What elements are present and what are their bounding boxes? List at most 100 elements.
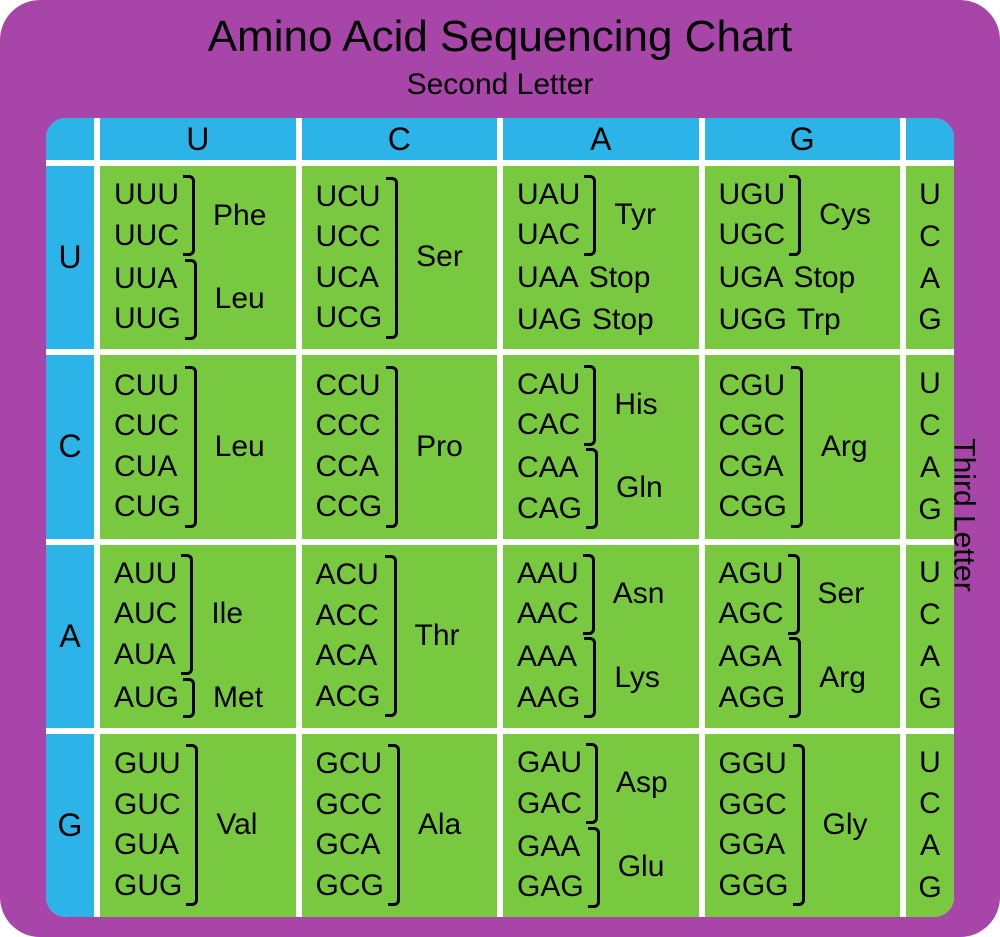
codon-group: AGUAGCSer (719, 554, 895, 635)
col-header-A: A (503, 118, 699, 160)
row-header-U: U (46, 166, 94, 349)
amino-acid: Met (213, 678, 263, 719)
bracket-icon (789, 637, 801, 718)
header-corner-right (906, 118, 954, 160)
third-letter-col: UCAG (906, 355, 954, 538)
third-letter: U (919, 556, 941, 590)
codon: CUC (114, 406, 181, 447)
amino-acid: Asp (616, 763, 668, 804)
row-header-G: G (46, 734, 94, 917)
codon-group: GAAGAGGlu (517, 827, 693, 908)
codon-list: GGUGGCGGAGGG (719, 744, 789, 906)
codon: UCC (316, 217, 383, 258)
bracket-icon (185, 366, 197, 528)
amino-acid: Phe (213, 196, 266, 237)
codon: GUU (114, 744, 182, 785)
codon-list: CAACAG (517, 448, 582, 529)
cell-UU: UUUUUCPheUUAUUGLeu (100, 166, 296, 349)
bracket-icon (584, 365, 596, 446)
codon-list: GUUGUCGUAGUG (114, 744, 182, 906)
codon: GCU (316, 744, 384, 785)
bracket-icon (788, 554, 800, 635)
third-letter-col: UCAG (906, 734, 954, 917)
codon-list: CGUCGCCGACGG (719, 366, 787, 528)
codon-group: UGUUGCCys (719, 175, 895, 256)
cell-AU: AUUAUCAUAIleAUGMet (100, 545, 296, 728)
codon: AGA (719, 637, 786, 678)
amino-acid: Asn (613, 574, 665, 615)
codon: AAC (517, 594, 579, 635)
codon-group: AUUAUCAUAIle (114, 554, 290, 676)
codon: UCA (316, 258, 383, 299)
codon: UUG (114, 299, 181, 340)
codon-list: ACUACCACAACG (316, 555, 381, 717)
third-letter: G (918, 871, 941, 905)
amino-acid: His (614, 385, 657, 426)
cell-GA: GAUGACAspGAAGAGGlu (503, 734, 699, 917)
cell-GC: GCUGCCGCAGCGAla (302, 734, 498, 917)
bracket-icon (793, 744, 805, 906)
codon-list: GAAGAG (517, 827, 584, 908)
amino-acid: Ile (211, 594, 243, 635)
codon-group: UGGTrp (719, 300, 895, 341)
codon: UGA (719, 258, 784, 299)
codon-group: UAGStop (517, 300, 693, 341)
third-letter: U (919, 746, 941, 780)
bracket-icon (791, 366, 803, 528)
codon-group: UAAStop (517, 258, 693, 299)
codon: CAU (517, 365, 580, 406)
cell-CG: CGUCGCCGACGG Arg (705, 355, 901, 538)
codon: CCU (316, 366, 383, 407)
codon-list: CCUCCCCCACCG (316, 366, 383, 528)
codon: AGU (719, 554, 784, 595)
codon-group: UCUUCCUCAUCGSer (316, 177, 492, 339)
codon: UGC (719, 215, 786, 256)
amino-acid: Val (216, 805, 257, 846)
third-letter: U (919, 367, 941, 401)
third-letter: C (919, 220, 941, 254)
codon: CAA (517, 448, 582, 489)
amino-acid: Gly (823, 805, 868, 846)
third-letter: G (918, 493, 941, 527)
cell-CA: CAUCAC His CAACAG Gln (503, 355, 699, 538)
codon: UCG (316, 298, 383, 339)
codon: GAC (517, 784, 582, 825)
bracket-icon (586, 743, 598, 824)
codon-list: AAUAAC (517, 554, 579, 635)
third-letter: G (918, 682, 941, 716)
codon-group: GCUGCCGCAGCGAla (316, 744, 492, 906)
codon-list: AGAAGG (719, 637, 786, 718)
third-letter: A (920, 262, 940, 296)
codon: AUU (114, 554, 177, 595)
amino-acid: Ser (818, 574, 865, 615)
cell-GG: GGUGGCGGAGGG Gly (705, 734, 901, 917)
bracket-icon (385, 555, 397, 717)
header-corner (46, 118, 94, 160)
second-letter-label: Second Letter (0, 68, 1000, 102)
codon-list: UGUUGC (719, 175, 786, 256)
amino-acid: Leu (215, 279, 265, 320)
codon-group: AAUAAC Asn (517, 554, 693, 635)
codon: CUU (114, 366, 181, 407)
codon: CAC (517, 405, 580, 446)
codon: ACG (316, 677, 381, 718)
codon: UUC (114, 216, 179, 257)
codon: CUA (114, 447, 181, 488)
third-letter: A (920, 451, 940, 485)
codon: CAG (517, 489, 582, 530)
amino-acid: Arg (821, 427, 868, 468)
codon-list: CAUCAC (517, 365, 580, 446)
codon: AUA (114, 635, 177, 676)
codon: GUC (114, 785, 182, 826)
amino-acid: Gln (616, 468, 663, 509)
cell-AC: ACUACCACAACGThr (302, 545, 498, 728)
bracket-icon (186, 744, 198, 906)
codon-list: UAUUAC (517, 175, 580, 256)
codon: CCC (316, 406, 383, 447)
row-header-C: C (46, 355, 94, 538)
codon: AUG (114, 678, 179, 719)
codon: GCA (316, 825, 384, 866)
third-letter: A (920, 829, 940, 863)
codon: CGA (719, 447, 787, 488)
codon: GAG (517, 867, 584, 908)
